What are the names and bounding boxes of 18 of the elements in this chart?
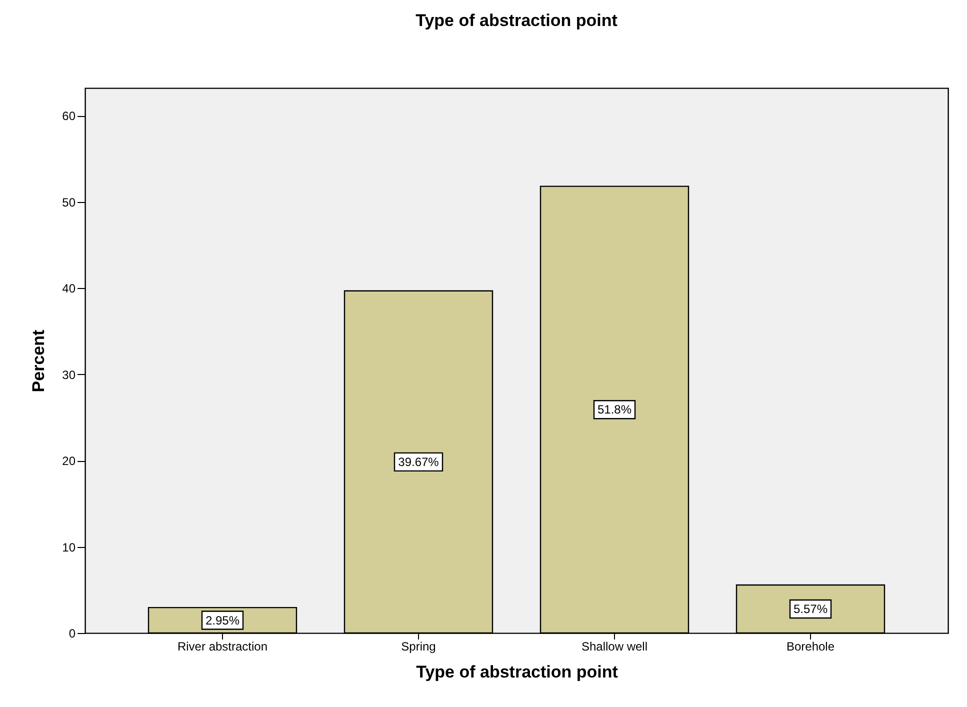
x-axis-title: Type of abstraction point xyxy=(416,662,618,682)
y-tick-label: 0 xyxy=(68,626,76,640)
chart-title: Type of abstraction point xyxy=(416,11,618,30)
x-tick-label: Borehole xyxy=(786,640,835,654)
data-label: 51.8% xyxy=(597,402,632,417)
x-tick-label: Spring xyxy=(401,640,436,654)
x-tick-label: Shallow well xyxy=(581,640,648,654)
data-label: 5.57% xyxy=(793,602,828,616)
y-tick-label: 60 xyxy=(62,109,76,124)
y-tick-label: 40 xyxy=(62,282,76,296)
y-axis-title: Percent xyxy=(29,329,48,392)
data-label: 2.95% xyxy=(205,613,240,628)
y-tick-label: 10 xyxy=(62,540,76,554)
x-tick-label: River abstraction xyxy=(177,640,268,654)
y-tick-label: 50 xyxy=(62,195,76,210)
data-label: 39.67% xyxy=(398,454,440,469)
y-tick-label: 30 xyxy=(62,368,76,382)
y-tick-label: 20 xyxy=(62,454,76,468)
